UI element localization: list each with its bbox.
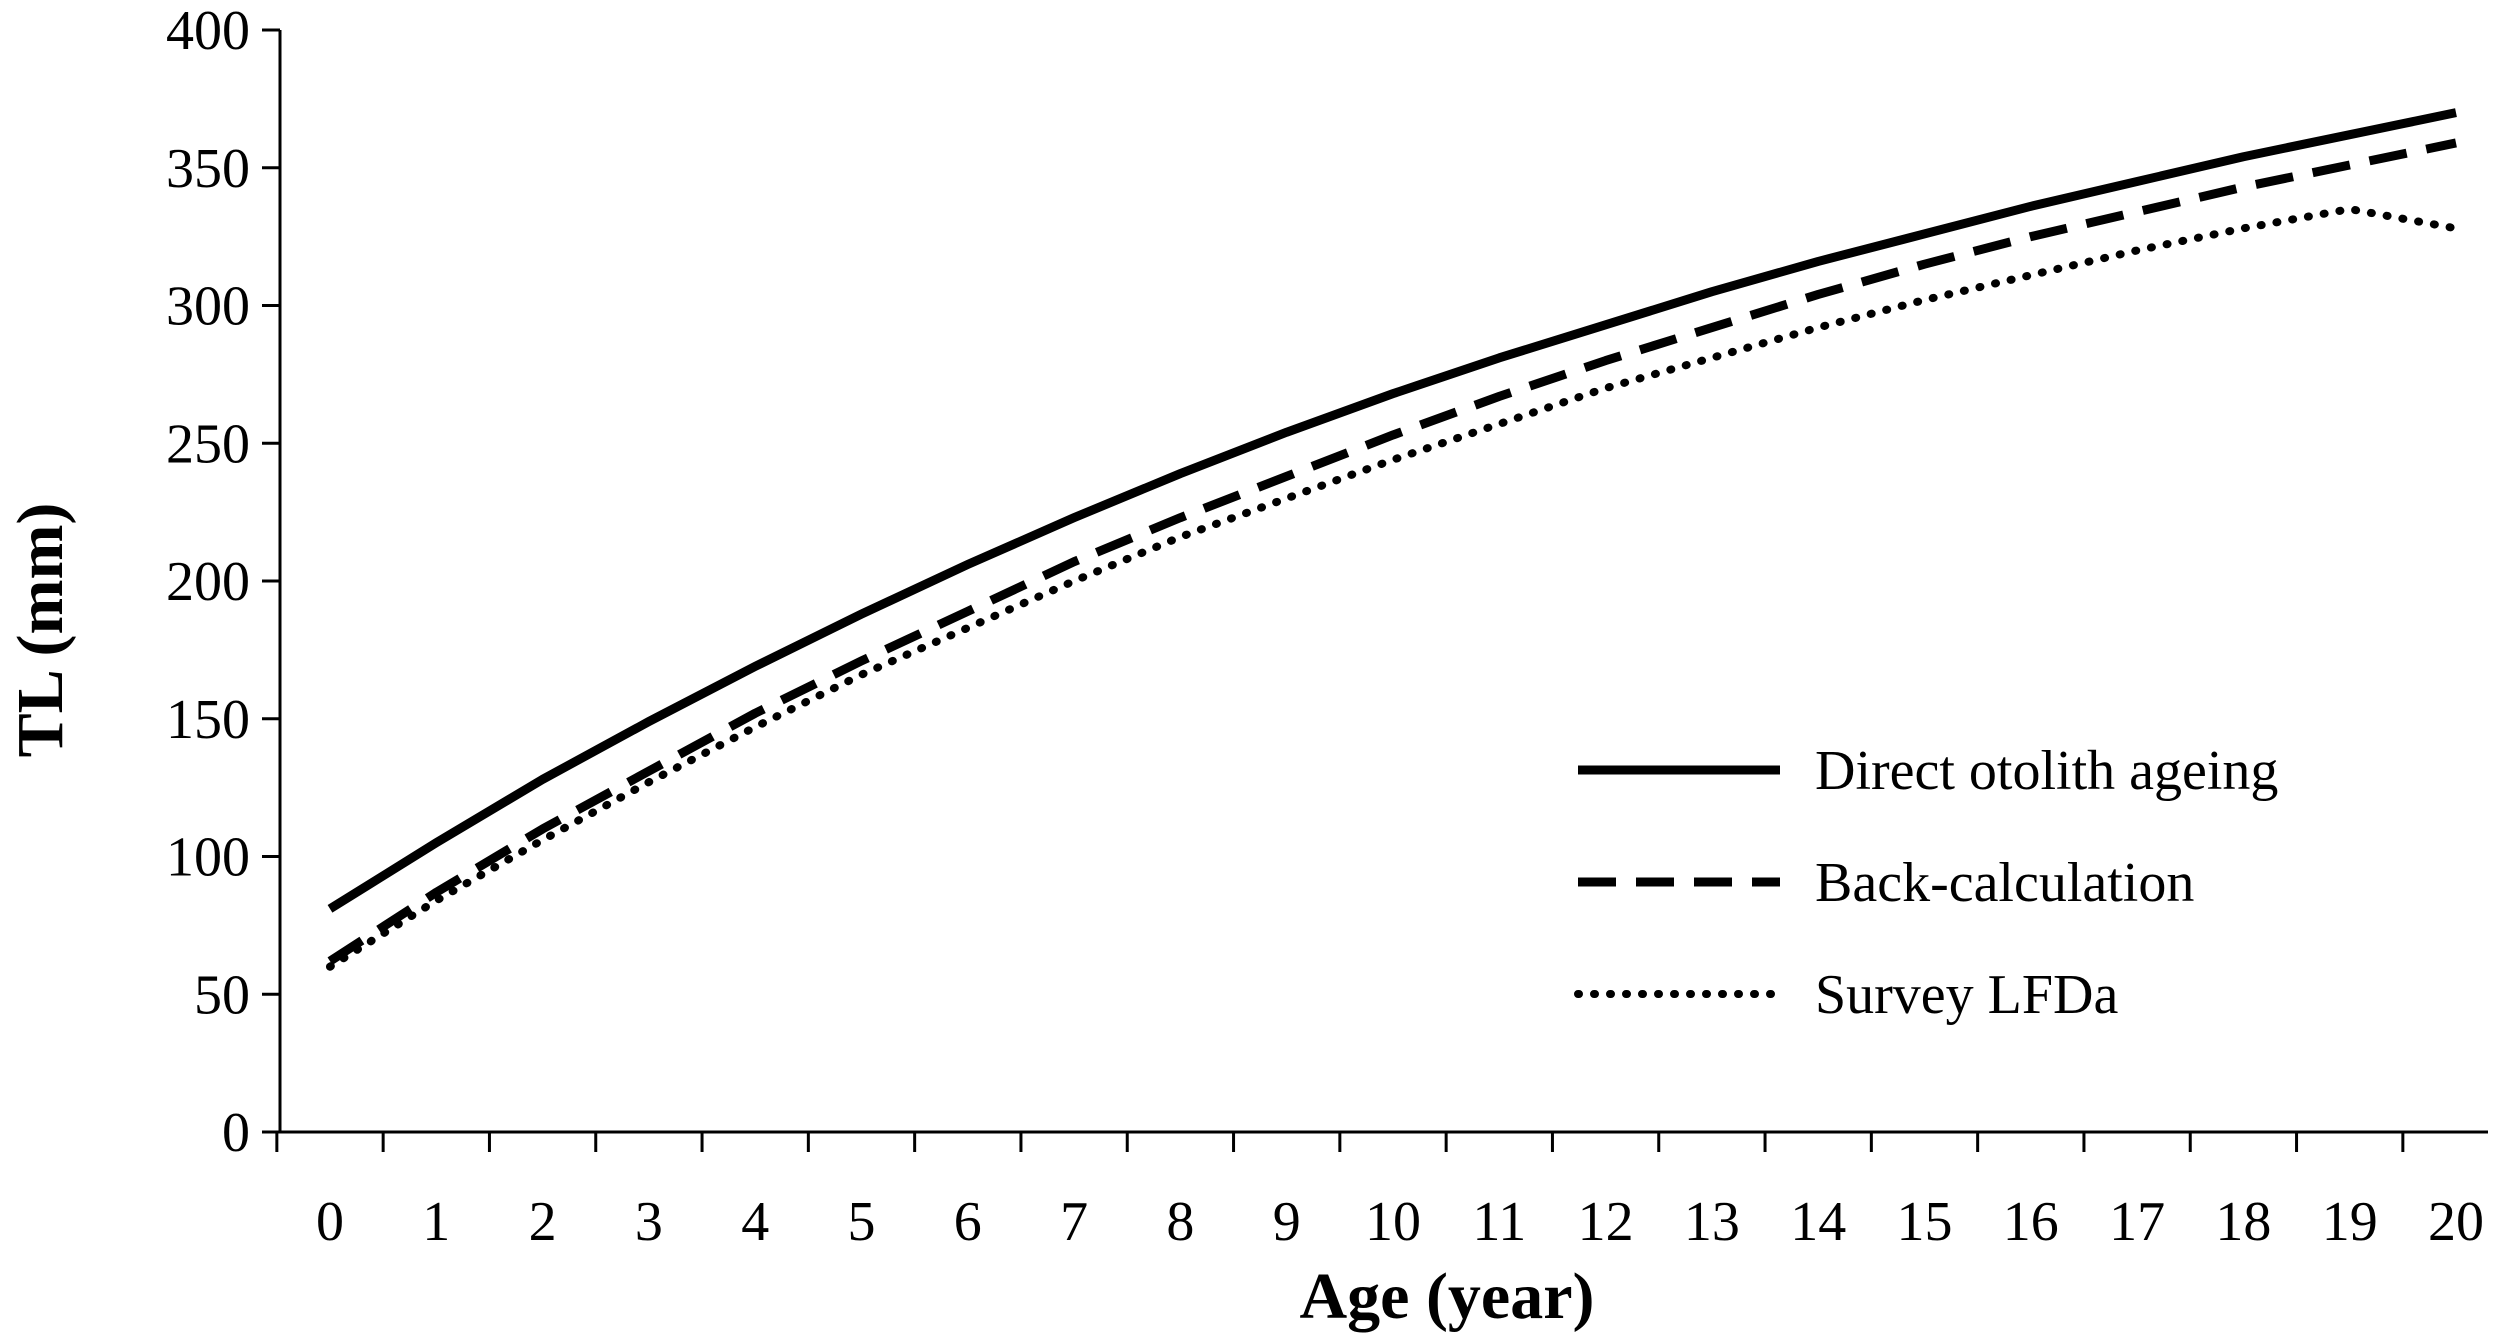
x-tick-label: 11	[1472, 1191, 1526, 1253]
x-tick-label: 7	[1060, 1191, 1088, 1253]
x-tick-label: 9	[1273, 1191, 1301, 1253]
x-tick-label: 6	[954, 1191, 982, 1253]
y-tick-label: 350	[166, 138, 250, 200]
x-tick-label: 1	[422, 1191, 450, 1253]
series-layer	[326, 108, 2460, 971]
y-tick-label: 100	[166, 827, 250, 889]
x-tick-label: 15	[1897, 1191, 1953, 1253]
x-tick-label: 16	[2003, 1191, 2059, 1253]
axes	[278, 30, 2488, 1134]
legend: Direct otolith ageing Back-calculation Sur…	[1574, 740, 2278, 1026]
y-tick-label: 150	[166, 689, 250, 751]
x-tick-label: 0	[316, 1191, 344, 1253]
series-line-2	[327, 138, 2457, 965]
x-tick-label: 5	[848, 1191, 876, 1253]
x-tick-label: 10	[1365, 1191, 1421, 1253]
x-ticks: 0 1 2 3 4 5 6 7 8 9 10 11 12 13 14 15 16 17 18 19 20	[275, 1132, 2484, 1253]
legend-label-1: Direct otolith ageing	[1815, 740, 2278, 802]
x-tick-label: 8	[1166, 1191, 1194, 1253]
legend-label-3: Survey LFDa	[1815, 964, 2118, 1026]
y-ticks: 0 50 100 150 200 250 300 350 400	[166, 0, 280, 1164]
x-tick-label: 13	[1684, 1191, 1740, 1253]
y-tick-label: 300	[166, 276, 250, 338]
y-axis-title: TL (mm)	[4, 503, 77, 758]
y-tick-label: 200	[166, 551, 250, 613]
x-tick-label: 14	[1790, 1191, 1846, 1253]
legend-label-2: Back-calculation	[1815, 852, 2194, 914]
x-tick-label: 19	[2322, 1191, 2378, 1253]
series-line-1	[327, 108, 2457, 913]
x-tick-label: 2	[529, 1191, 557, 1253]
x-tick-label: 4	[741, 1191, 769, 1253]
x-tick-label: 12	[1578, 1191, 1634, 1253]
y-tick-label: 0	[222, 1102, 250, 1164]
series-line-3	[326, 205, 2460, 971]
y-tick-label: 50	[194, 964, 250, 1026]
y-tick-label: 250	[166, 413, 250, 475]
y-tick-label: 400	[166, 0, 250, 62]
x-tick-label: 20	[2428, 1191, 2484, 1253]
x-axis-title: Age (year)	[1299, 1260, 1594, 1333]
x-tick-label: 17	[2109, 1191, 2165, 1253]
x-tick-label: 3	[635, 1191, 663, 1253]
x-tick-label: 18	[2215, 1191, 2271, 1253]
